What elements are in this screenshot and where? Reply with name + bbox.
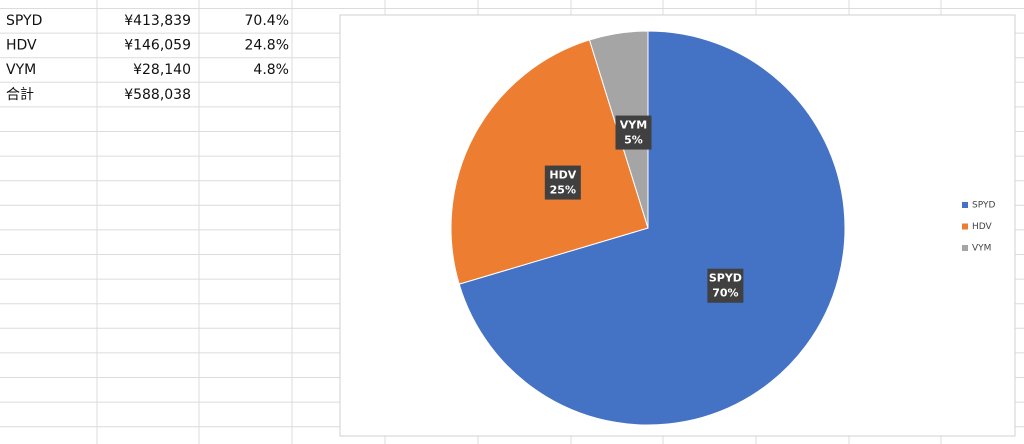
pie-slice[interactable] bbox=[450, 39, 649, 285]
legend-label: SPYD bbox=[972, 201, 995, 211]
pie-slice[interactable] bbox=[458, 30, 846, 426]
pie-chart: SPYD 70% HDV 25% VYM 5% SPYD HDV VYM bbox=[450, 30, 995, 426]
cell-text: HDV bbox=[6, 38, 37, 54]
cell-text: VYM bbox=[6, 62, 36, 78]
cell-text: ¥28,140 bbox=[133, 62, 191, 78]
cell-text: 合計 bbox=[6, 87, 34, 103]
cells: SPYD ¥413,839 70.4% HDV ¥146,059 24.8% VYM ¥28,… bbox=[6, 13, 289, 103]
data-label-box bbox=[707, 268, 744, 303]
cell-text: ¥588,038 bbox=[124, 87, 191, 103]
data-label-name: SPYD bbox=[709, 272, 742, 285]
data-label-name: HDV bbox=[549, 169, 576, 182]
legend-swatch bbox=[962, 202, 968, 208]
legend-label: HDV bbox=[972, 222, 993, 232]
data-label-box bbox=[544, 165, 581, 200]
data-label-value: 70% bbox=[712, 287, 738, 300]
data-label-name: VYM bbox=[620, 119, 647, 132]
legend-label: VYM bbox=[972, 244, 991, 254]
data-label-value: 25% bbox=[550, 184, 576, 197]
cell-text: ¥146,059 bbox=[124, 38, 191, 54]
data-label-value: 5% bbox=[624, 134, 643, 147]
cell-text: ¥413,839 bbox=[124, 13, 191, 29]
legend-swatch bbox=[962, 223, 968, 230]
cell-text: SPYD bbox=[6, 13, 42, 29]
cell-text: 24.8% bbox=[245, 38, 289, 54]
cell-text: 70.4% bbox=[245, 13, 289, 29]
data-label-box bbox=[615, 115, 652, 150]
cell-text: 4.8% bbox=[253, 62, 289, 78]
legend-swatch bbox=[962, 245, 968, 251]
